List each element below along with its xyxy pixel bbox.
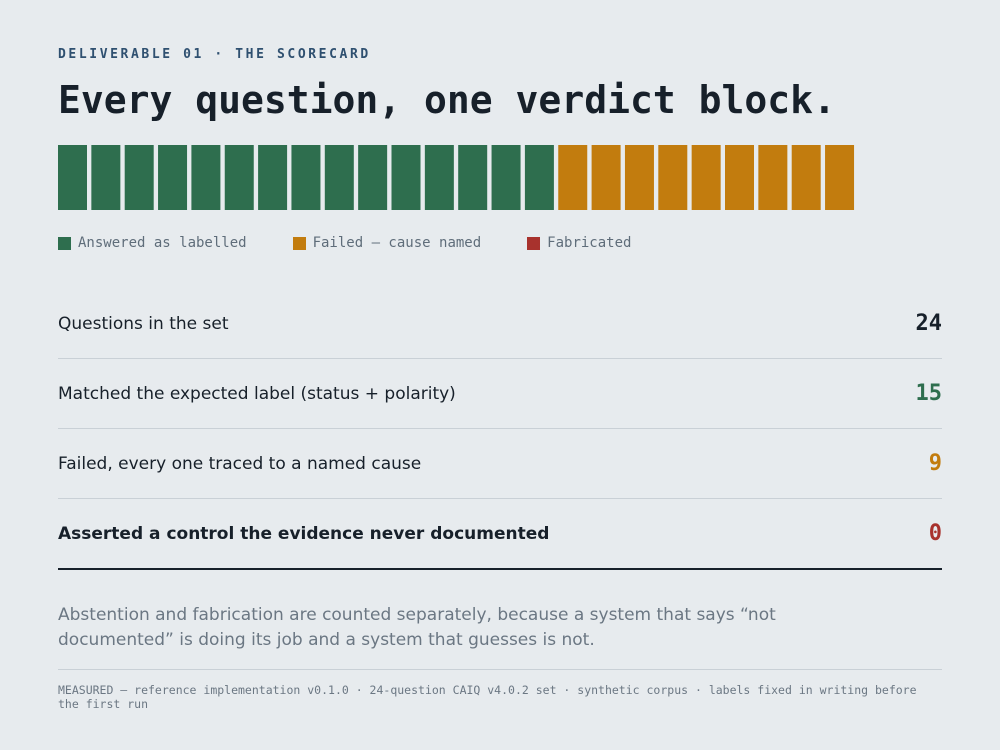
verdict-block	[725, 145, 754, 210]
verdict-block	[358, 145, 388, 210]
verdict-block	[491, 145, 521, 210]
verdict-blocks	[58, 145, 855, 210]
legend-swatch	[527, 236, 541, 250]
row-value: 24	[915, 311, 943, 336]
eyebrow: DELIVERABLE 01 · THE SCORECARD	[58, 47, 371, 62]
row-label: Asserted a control the evidence never do…	[58, 523, 550, 544]
row-label: Failed, every one traced to a named caus…	[58, 453, 422, 474]
verdict-block	[191, 145, 221, 210]
divider	[58, 669, 942, 670]
row-label: Matched the expected label (status + pol…	[58, 383, 456, 404]
footer: MEASURED — reference implementation v0.1…	[58, 683, 917, 711]
scorecard: Questions in the set 24 Matched the expect…	[58, 289, 942, 570]
verdict-block	[524, 145, 554, 210]
verdict-block	[591, 145, 621, 210]
verdict-block	[258, 145, 288, 210]
verdict-block	[658, 145, 688, 210]
verdict-block	[558, 145, 588, 210]
row-label: Questions in the set	[58, 313, 229, 334]
score-row: Questions in the set 24	[58, 289, 942, 359]
row-value: 9	[928, 451, 942, 476]
score-row: Failed, every one traced to a named caus…	[58, 429, 942, 499]
verdict-block	[158, 145, 188, 210]
verdict-block	[291, 145, 321, 210]
verdict-block	[91, 145, 121, 210]
title: Every question, one verdict block.	[58, 78, 836, 122]
verdict-block	[791, 145, 821, 210]
verdict-block	[825, 145, 855, 210]
verdict-block	[424, 145, 454, 210]
legend-swatch	[58, 236, 71, 250]
legend-item: Failed — cause named	[292, 235, 482, 251]
note: Abstention and fabrication are counted s…	[58, 605, 776, 650]
legend-label: Failed — cause named	[312, 235, 482, 251]
row-value: 15	[915, 381, 943, 406]
verdict-block	[758, 145, 788, 210]
verdict-block	[691, 145, 721, 210]
verdict-block	[324, 145, 354, 210]
score-row: Matched the expected label (status + pol…	[58, 359, 942, 429]
legend: Answered as labelled Failed — cause named…	[58, 235, 631, 251]
legend-swatch	[292, 236, 306, 250]
legend-label: Fabricated	[547, 235, 632, 251]
verdict-block	[458, 145, 488, 210]
verdict-block	[624, 145, 654, 210]
legend-item: Fabricated	[527, 235, 631, 251]
verdict-block	[124, 145, 154, 210]
score-row: Asserted a control the evidence never do…	[58, 499, 942, 570]
verdict-block	[224, 145, 254, 210]
row-value: 0	[928, 521, 942, 546]
verdict-block	[58, 145, 87, 210]
verdict-block	[391, 145, 421, 210]
legend-item: Answered as labelled	[58, 235, 247, 251]
legend-label: Answered as labelled	[78, 235, 247, 251]
